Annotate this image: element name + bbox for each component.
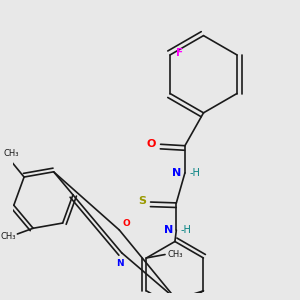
- Text: S: S: [138, 196, 146, 206]
- Text: -H: -H: [181, 225, 191, 235]
- Text: CH₃: CH₃: [0, 232, 16, 241]
- Text: F: F: [176, 49, 184, 58]
- Text: CH₃: CH₃: [4, 149, 19, 158]
- Text: CH₃: CH₃: [168, 250, 183, 259]
- Text: N: N: [164, 225, 173, 235]
- Text: N: N: [116, 259, 124, 268]
- Text: N: N: [172, 168, 182, 178]
- Text: O: O: [123, 219, 130, 228]
- Text: O: O: [146, 139, 155, 149]
- Text: -H: -H: [189, 168, 200, 178]
